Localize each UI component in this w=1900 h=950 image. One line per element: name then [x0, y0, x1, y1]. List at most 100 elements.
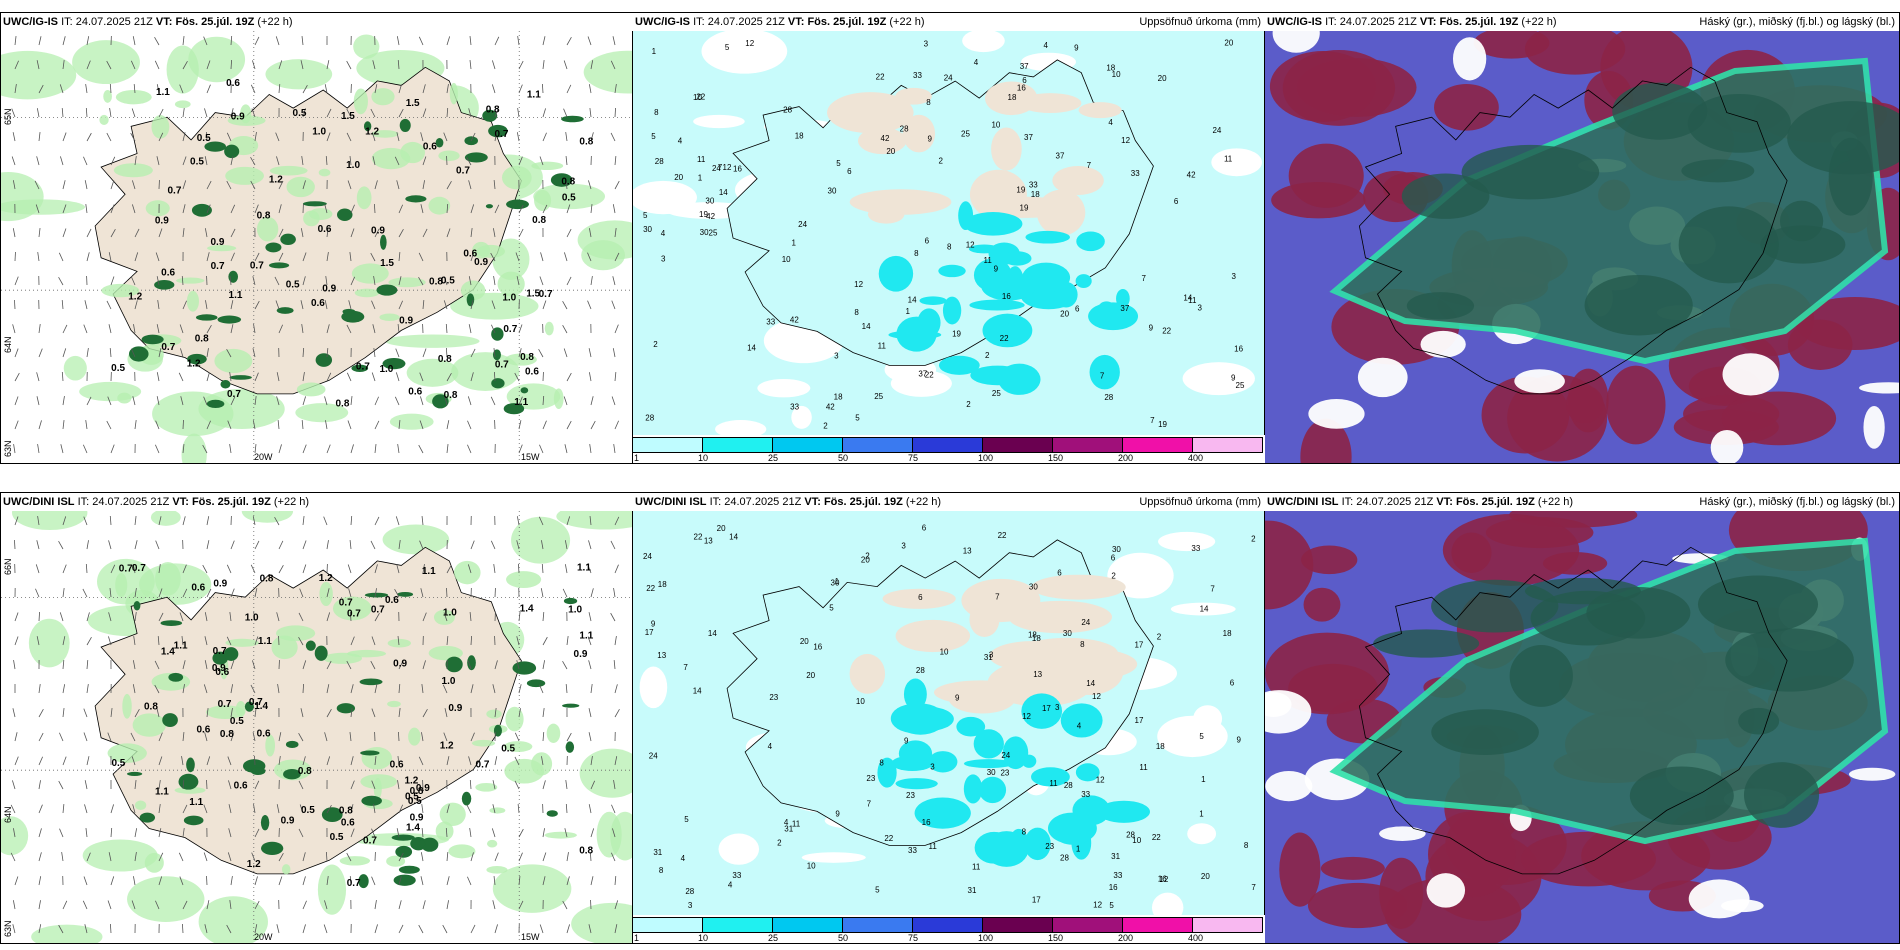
- rain-patch: [12, 511, 88, 531]
- precip-amount: 12: [1159, 875, 1168, 884]
- wind-barb: [324, 300, 328, 310]
- wind-barb: [202, 444, 208, 454]
- wind-barb: [108, 252, 112, 262]
- precip-amount: 19: [1016, 186, 1025, 195]
- wind-barb: [588, 180, 592, 190]
- wind-barb: [227, 852, 232, 862]
- wind-barb: [14, 636, 19, 646]
- precip-amount: 20: [717, 524, 726, 533]
- wind-barb: [446, 900, 449, 910]
- heavy-rain-cell: [376, 284, 398, 296]
- precip-amount: 14: [862, 322, 871, 331]
- wind-barb: [59, 828, 64, 838]
- panel-wind-row1[interactable]: UWC/IG-IS IT: 24.07.2025 21Z VT: Fös. 25…: [0, 12, 634, 464]
- clear-area: [1379, 826, 1426, 841]
- wind-barb: [109, 347, 112, 358]
- precip-value: 1.0: [379, 364, 393, 375]
- wind-barb: [154, 660, 160, 670]
- wind-barb: [38, 684, 41, 694]
- precip-amount: 7: [683, 663, 688, 672]
- wind-barb: [326, 708, 332, 718]
- heavy-rain-cell: [485, 204, 493, 209]
- wind-barb: [59, 84, 64, 94]
- precip-amount: 9: [928, 135, 933, 144]
- precip-amount: 16: [733, 164, 742, 173]
- wind-barb: [446, 756, 450, 766]
- precip-value: 0.7: [132, 563, 146, 574]
- wind-barb: [587, 300, 592, 310]
- wind-barb: [422, 156, 427, 166]
- precip-value: 0.7: [211, 261, 225, 272]
- precip-amount: 4: [728, 880, 733, 889]
- colorbar-tick-label: 200: [1118, 933, 1134, 943]
- heavy-rain-cell: [562, 703, 580, 708]
- wind-barb: [59, 612, 64, 622]
- heavy-rain-cell: [126, 771, 143, 776]
- precip-amount: 9: [1074, 44, 1079, 53]
- wind-barb: [254, 204, 259, 214]
- wind-barb: [205, 300, 208, 310]
- wind-barb: [84, 780, 88, 790]
- panel-cloud-row2[interactable]: UWC/DINI ISL IT: 24.07.2025 21Z VT: Fös.…: [1264, 492, 1900, 944]
- precip-amount: 11: [928, 842, 937, 851]
- cloud-title: Háský (gr.), miðský (fj.bl.) og lágský (…: [1699, 16, 1895, 28]
- wind-barb: [370, 108, 376, 118]
- precip-value: 0.9: [213, 578, 227, 589]
- mid-cloud-area: [1524, 31, 1626, 75]
- wind-barb: [588, 348, 592, 358]
- wind-barb: [230, 228, 236, 238]
- panel-precip-row1[interactable]: UWC/IG-IS IT: 24.07.2025 21Z VT: Fös. 25…: [632, 12, 1266, 464]
- precip-amount: 22: [925, 370, 934, 379]
- wind-barb: [563, 60, 568, 70]
- wind-barb: [253, 612, 256, 622]
- precip-amount: 11: [1049, 779, 1058, 788]
- wind-barb: [182, 804, 188, 814]
- heavy-rain-cell: [391, 834, 415, 841]
- wind-barb: [157, 635, 160, 646]
- precip-amount: 30: [700, 228, 709, 237]
- precip-amount: 17: [1032, 895, 1041, 904]
- wind-barb: [158, 780, 161, 790]
- wind-barb: [374, 756, 377, 766]
- colorbar-tick-label: 50: [838, 453, 849, 463]
- rain-patch: [332, 596, 372, 621]
- wind-barb: [302, 252, 307, 262]
- wind-barb: [252, 660, 256, 670]
- wind-barb: [133, 84, 136, 94]
- wind-barb: [446, 84, 449, 94]
- wind-barb: [230, 660, 235, 670]
- precip-amount: 23: [1045, 842, 1054, 851]
- wind-barb: [298, 828, 304, 838]
- wind-barb: [518, 900, 524, 910]
- wind-barb: [229, 372, 232, 382]
- rain-patch: [115, 89, 152, 105]
- wind-barb: [302, 276, 306, 286]
- wind-barb: [588, 540, 592, 550]
- wind-barb: [35, 588, 40, 598]
- precip-value: 0.6: [196, 725, 210, 736]
- wind-barb: [326, 228, 329, 238]
- wind-barb: [614, 156, 617, 166]
- dry-land-area: [987, 659, 1094, 707]
- rain-patch: [132, 713, 166, 737]
- panel-cloud-row1[interactable]: UWC/IG-IS IT: 24.07.2025 21Z VT: Fös. 25…: [1264, 12, 1900, 464]
- rain-patch: [214, 348, 253, 374]
- clear-area: [1863, 405, 1885, 449]
- precip-value: 0.6: [191, 582, 205, 593]
- wind-barb: [492, 804, 496, 814]
- precip-amount: 19: [1158, 420, 1167, 429]
- wind-barb: [514, 756, 520, 766]
- rain-patch: [174, 100, 191, 109]
- colorbar-tick-label: 75: [908, 933, 919, 943]
- wind-barb: [14, 732, 18, 742]
- panel-precip-row2[interactable]: UWC/DINI ISL IT: 24.07.2025 21Z VT: Fös.…: [632, 492, 1266, 944]
- wind-barb: [109, 83, 112, 94]
- rain-patch: [295, 403, 349, 423]
- wind-barb: [494, 204, 500, 214]
- wind-barb: [470, 228, 473, 238]
- wind-barb: [62, 36, 66, 46]
- precip-title: Uppsöfnuð úrkoma (mm): [1139, 496, 1261, 508]
- panel-wind-row2[interactable]: UWC/DINI ISL IT: 24.07.2025 21Z VT: Fös.…: [0, 492, 634, 944]
- wind-barb: [493, 564, 496, 574]
- wind-barb: [398, 900, 402, 910]
